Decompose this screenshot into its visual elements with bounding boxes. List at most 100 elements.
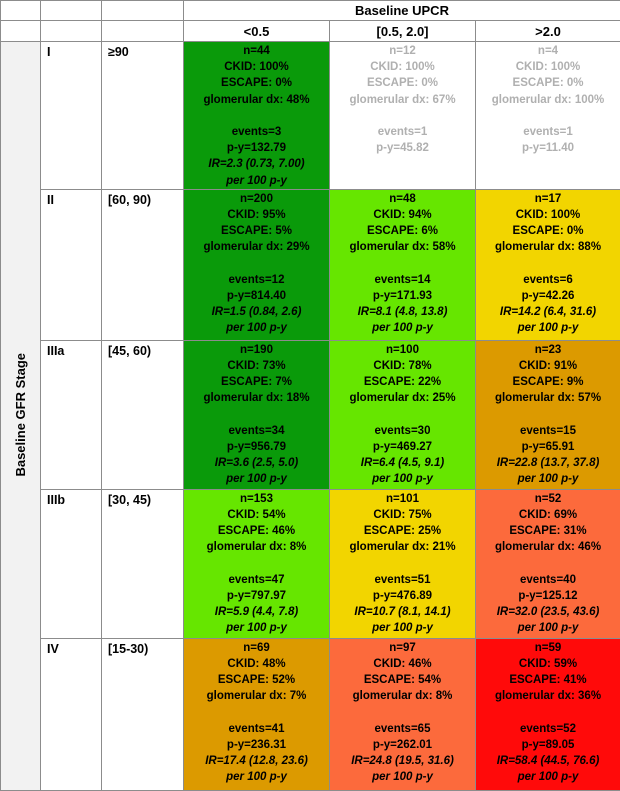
events-line: p-y=11.40 <box>476 140 620 156</box>
events-line: events=1 <box>476 124 620 140</box>
summary-line: n=12 <box>330 43 475 59</box>
gfr-range: ≥90 <box>102 42 184 190</box>
spacer <box>184 406 329 422</box>
summary-line: n=100 <box>330 342 475 358</box>
summary-line: ESCAPE: 0% <box>476 75 620 91</box>
summary-line: ESCAPE: 46% <box>184 523 329 539</box>
rate-line: per 100 p-y <box>476 769 620 785</box>
row-title-cell: Baseline GFR Stage <box>1 42 41 791</box>
events-line: p-y=45.82 <box>330 140 475 156</box>
summary-line: glomerular dx: 57% <box>476 390 620 406</box>
summary-line: n=153 <box>184 491 329 507</box>
stage: IIIb <box>41 489 102 638</box>
spacer <box>330 108 475 124</box>
summary-line: glomerular dx: 29% <box>184 239 329 255</box>
rate-line: IR=10.7 (8.1, 14.1) <box>330 604 475 620</box>
spacer <box>330 406 475 422</box>
summary-line: n=69 <box>184 640 329 656</box>
summary-line: n=52 <box>476 491 620 507</box>
events-line: events=41 <box>184 721 329 737</box>
spacer <box>184 108 329 124</box>
events-line: events=14 <box>330 272 475 288</box>
blank-cell <box>41 1 102 21</box>
events-line: events=40 <box>476 572 620 588</box>
summary-line: ESCAPE: 0% <box>184 75 329 91</box>
events-line: events=1 <box>330 124 475 140</box>
events-line: p-y=171.93 <box>330 288 475 304</box>
summary-line: ESCAPE: 5% <box>184 223 329 239</box>
rate-line: per 100 p-y <box>330 320 475 336</box>
events-line: p-y=956.79 <box>184 439 329 455</box>
spacer <box>476 704 620 720</box>
summary-line: n=4 <box>476 43 620 59</box>
summary-line: CKID: 46% <box>330 656 475 672</box>
summary-line: glomerular dx: 58% <box>330 239 475 255</box>
summary-line: CKID: 100% <box>330 59 475 75</box>
rate-line: per 100 p-y <box>330 769 475 785</box>
rate-line: IR=14.2 (6.4, 31.6) <box>476 304 620 320</box>
summary-line: glomerular dx: 8% <box>330 688 475 704</box>
spacer <box>184 555 329 571</box>
events-line: p-y=42.26 <box>476 288 620 304</box>
summary-line: CKID: 54% <box>184 507 329 523</box>
summary-line: ESCAPE: 52% <box>184 672 329 688</box>
blank-cell <box>102 21 184 42</box>
events-line: events=12 <box>184 272 329 288</box>
summary-line: glomerular dx: 21% <box>330 539 475 555</box>
events-line: p-y=814.40 <box>184 288 329 304</box>
gfr-range: [60, 90) <box>102 189 184 340</box>
summary-line: ESCAPE: 0% <box>330 75 475 91</box>
spacer <box>476 406 620 422</box>
spacer <box>330 555 475 571</box>
rate-line: per 100 p-y <box>184 320 329 336</box>
summary-line: CKID: 69% <box>476 507 620 523</box>
events-line: p-y=469.27 <box>330 439 475 455</box>
summary-line: ESCAPE: 22% <box>330 374 475 390</box>
summary-line: CKID: 59% <box>476 656 620 672</box>
column-header: <0.5 <box>184 21 330 42</box>
gfr-range: [15-30) <box>102 638 184 790</box>
rate-line: per 100 p-y <box>476 620 620 636</box>
rate-line: IR=6.4 (4.5, 9.1) <box>330 455 475 471</box>
rate-line: IR=5.9 (4.4, 7.8) <box>184 604 329 620</box>
events-line: p-y=797.97 <box>184 588 329 604</box>
rate-line: per 100 p-y <box>184 620 329 636</box>
stage: I <box>41 42 102 190</box>
spacer <box>184 704 329 720</box>
events-line: events=47 <box>184 572 329 588</box>
spacer <box>476 555 620 571</box>
summary-line: CKID: 78% <box>330 358 475 374</box>
summary-line: glomerular dx: 8% <box>184 539 329 555</box>
gfr-range: [30, 45) <box>102 489 184 638</box>
rate-line: IR=3.6 (2.5, 5.0) <box>184 455 329 471</box>
events-line: events=52 <box>476 721 620 737</box>
blank-cell <box>102 1 184 21</box>
events-line: p-y=89.05 <box>476 737 620 753</box>
summary-line: CKID: 100% <box>476 59 620 75</box>
summary-line: n=23 <box>476 342 620 358</box>
rate-line: IR=17.4 (12.8, 23.6) <box>184 753 329 769</box>
spacer <box>330 255 475 271</box>
summary-line: glomerular dx: 88% <box>476 239 620 255</box>
summary-line: ESCAPE: 7% <box>184 374 329 390</box>
blank-cell <box>1 21 41 42</box>
summary-line: n=200 <box>184 191 329 207</box>
events-line: events=15 <box>476 423 620 439</box>
events-line: p-y=476.89 <box>330 588 475 604</box>
summary-line: glomerular dx: 46% <box>476 539 620 555</box>
summary-line: glomerular dx: 18% <box>184 390 329 406</box>
rate-line: IR=8.1 (4.8, 13.8) <box>330 304 475 320</box>
summary-line: CKID: 95% <box>184 207 329 223</box>
stage: IIIa <box>41 340 102 489</box>
